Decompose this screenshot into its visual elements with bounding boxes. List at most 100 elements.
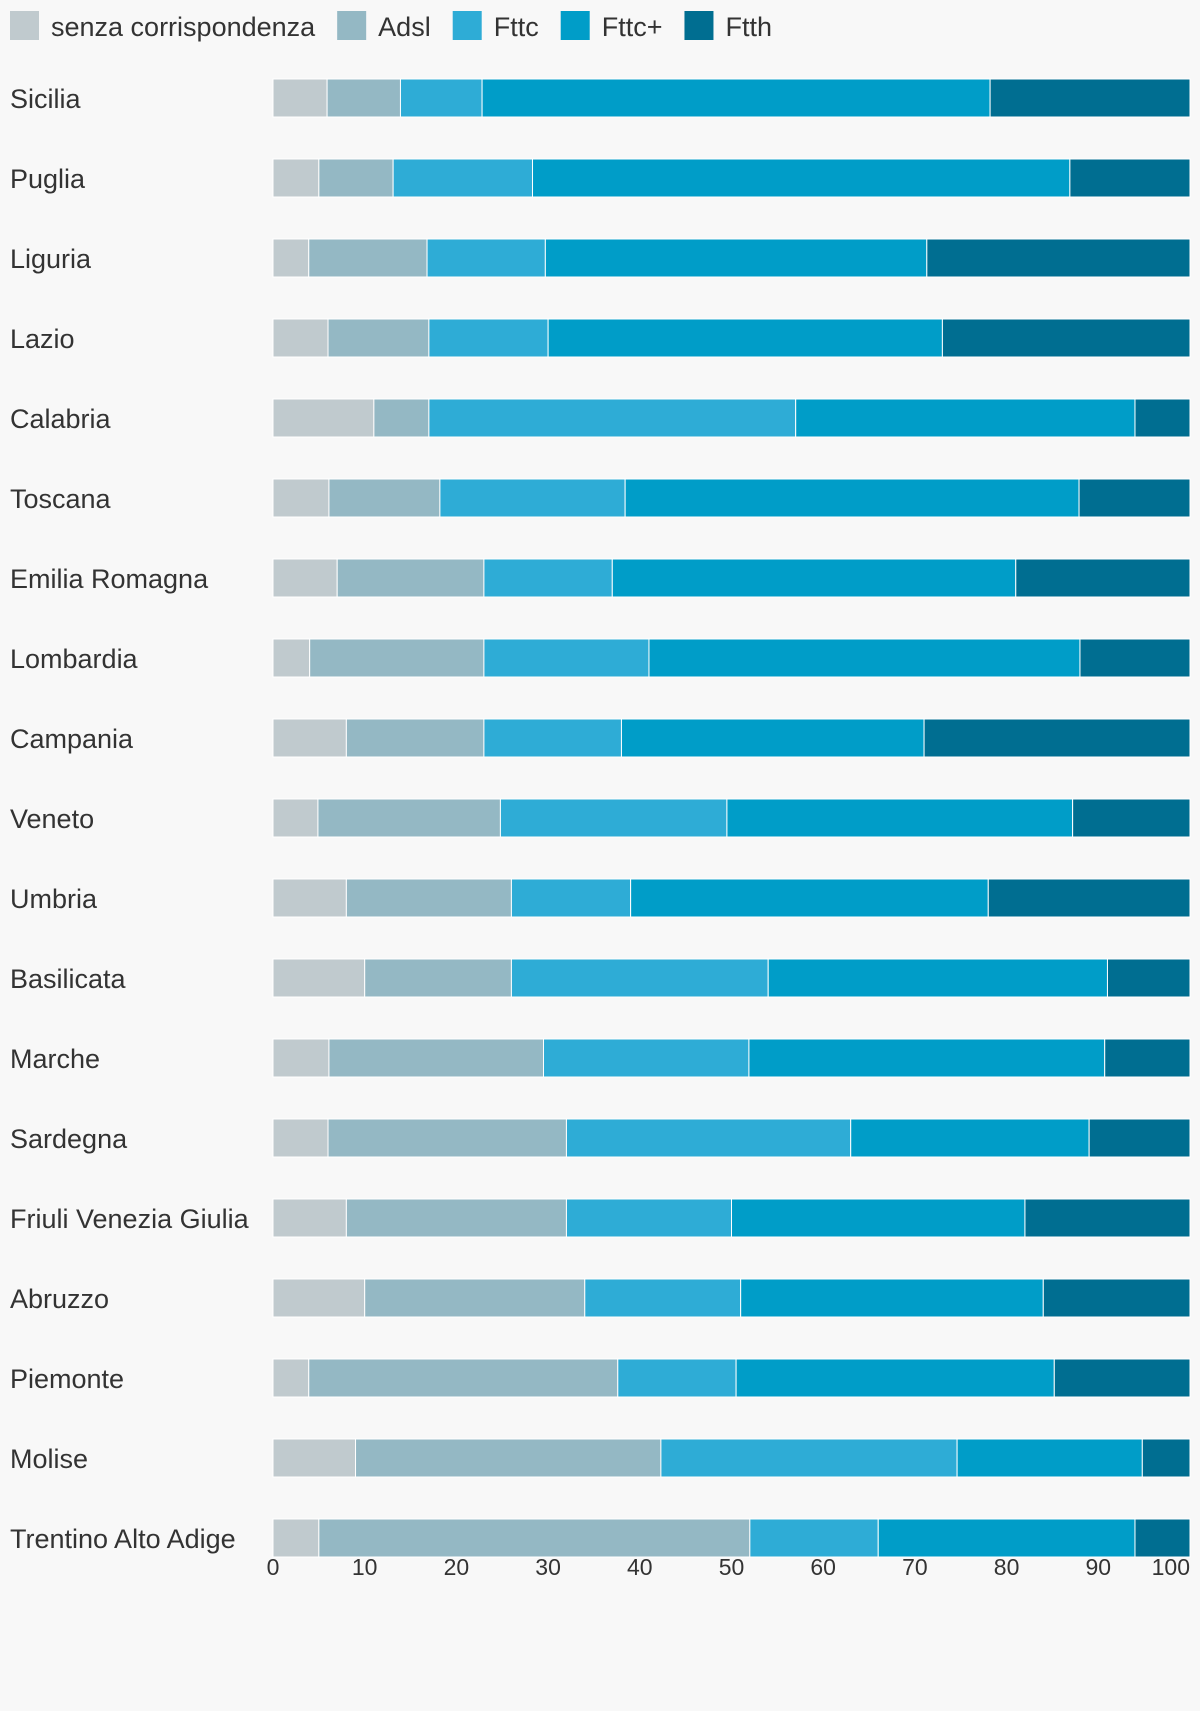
legend: senza corrispondenza Adsl Fttc Fttc+ Ftth bbox=[10, 11, 772, 42]
category-label: Veneto bbox=[10, 804, 94, 834]
bar-segment: Friuli Venezia Giulia – Adsl: 24 bbox=[345, 1198, 567, 1238]
bar-segment: Puglia – Ftth: 13.1 bbox=[1069, 158, 1191, 198]
bar-segment: Abruzzo – Adsl: 24 bbox=[364, 1278, 586, 1318]
bar-segment: Campania – Ftth: 29 bbox=[923, 718, 1191, 758]
category-label: Trentino Alto Adige bbox=[10, 1524, 236, 1554]
x-tick-label: 50 bbox=[719, 1554, 745, 1580]
category-label: Campania bbox=[10, 724, 134, 754]
bar-segment: Campania – senza corrispondenza: 8 bbox=[272, 718, 347, 758]
bar-segment: Umbria – Fttc: 13 bbox=[510, 878, 632, 918]
bar-segment: Puglia – Fttc+: 58.6 bbox=[532, 158, 1071, 198]
bar-segment: Sardegna – Fttc+: 26 bbox=[850, 1118, 1090, 1158]
bar-segment: Campania – Fttc: 15 bbox=[483, 718, 622, 758]
bar-segment: Lombardia – Fttc: 18 bbox=[483, 638, 650, 678]
bar-segment: Marche – senza corrispondenza: 6.1 bbox=[272, 1038, 330, 1078]
bar-segment: Lazio – Ftth: 27 bbox=[941, 318, 1191, 358]
x-tick-label: 60 bbox=[810, 1554, 836, 1580]
legend-label: Adsl bbox=[378, 12, 431, 42]
bar-segment: Friuli Venezia Giulia – Ftth: 18 bbox=[1024, 1198, 1191, 1238]
legend-swatch bbox=[10, 11, 39, 40]
bar-segment: Lazio – Fttc+: 43 bbox=[547, 318, 943, 358]
bar-segment: Calabria – Adsl: 6 bbox=[373, 398, 430, 438]
category-label: Sardegna bbox=[10, 1124, 128, 1154]
bar-segment: Calabria – Fttc+: 37 bbox=[795, 398, 1136, 438]
bar-segment: Molise – Ftth: 5.2 bbox=[1141, 1438, 1191, 1478]
bar-segment: Friuli Venezia Giulia – senza corrispond… bbox=[272, 1198, 347, 1238]
bar-segment: Liguria – Ftth: 28.7 bbox=[926, 238, 1191, 278]
bar-segment: Molise – senza corrispondenza: 9 bbox=[272, 1438, 357, 1478]
bar-segment: Basilicata – Ftth: 9 bbox=[1106, 958, 1191, 998]
bar-segment: Abruzzo – Fttc: 17 bbox=[584, 1278, 742, 1318]
bar-segment: Abruzzo – Ftth: 16 bbox=[1042, 1278, 1191, 1318]
legend-label: Fttc+ bbox=[602, 12, 663, 42]
bar-segment: Calabria – senza corrispondenza: 11 bbox=[272, 398, 375, 438]
x-tick-label: 80 bbox=[994, 1554, 1020, 1580]
bar-segment: Sicilia – Fttc+: 55.4 bbox=[481, 78, 991, 118]
category-label: Abruzzo bbox=[10, 1284, 109, 1314]
bar-segment: Sardegna – Fttc: 31 bbox=[565, 1118, 852, 1158]
bar-segment: Emilia Romagna – Fttc+: 44 bbox=[611, 558, 1017, 598]
bar-segment: Trentino Alto Adige – senza corrisponden… bbox=[272, 1518, 320, 1558]
bar-segment: Toscana – Adsl: 12.1 bbox=[328, 478, 441, 518]
bar-segment: Sicilia – Fttc: 8.9 bbox=[399, 78, 483, 118]
bar-segment: Toscana – Fttc: 20.2 bbox=[439, 478, 626, 518]
bar-segment: Friuli Venezia Giulia – Fttc+: 32 bbox=[731, 1198, 1026, 1238]
bar-segment: Sicilia – Adsl: 8 bbox=[326, 78, 401, 118]
x-tick-label: 0 bbox=[267, 1554, 280, 1580]
x-axis: 0 10 20 30 40 50 60 70 80 90 100 bbox=[267, 1554, 1190, 1580]
bar-segment: Emilia Romagna – Fttc: 14 bbox=[483, 558, 613, 598]
legend-swatch bbox=[560, 11, 590, 40]
bar-segment: Liguria – senza corrispondenza: 3.9 bbox=[272, 238, 310, 278]
bar-segment: Campania – Adsl: 15 bbox=[345, 718, 485, 758]
bar-segment: Trentino Alto Adige – Adsl: 47 bbox=[318, 1518, 751, 1558]
bar-segment: Emilia Romagna – senza corrispondenza: 7 bbox=[272, 558, 338, 598]
bar-segment: Calabria – Ftth: 6 bbox=[1134, 398, 1191, 438]
bar-segment: Molise – Adsl: 33.3 bbox=[355, 1438, 662, 1478]
bar-segment: Marche – Ftth: 9.3 bbox=[1104, 1038, 1191, 1078]
category-label: Calabria bbox=[10, 404, 112, 434]
bar-segment: Lombardia – Adsl: 19 bbox=[309, 638, 485, 678]
category-label: Sicilia bbox=[10, 84, 82, 114]
bar-segment: Lombardia – Ftth: 12 bbox=[1079, 638, 1191, 678]
bar-segment: Piemonte – Ftth: 14.8 bbox=[1053, 1358, 1191, 1398]
bar-segment: Sardegna – Adsl: 26 bbox=[327, 1118, 567, 1158]
bar-segment: Lombardia – senza corrispondenza: 4 bbox=[272, 638, 311, 678]
bar-segment: Lazio – Fttc: 13 bbox=[428, 318, 549, 358]
bar-segment: Friuli Venezia Giulia – Fttc: 18 bbox=[565, 1198, 732, 1238]
bar-segment: Abruzzo – Fttc+: 33 bbox=[740, 1278, 1044, 1318]
bar-segment: Marche – Fttc+: 38.8 bbox=[748, 1038, 1106, 1078]
bar-segment: Sicilia – senza corrispondenza: 5.9 bbox=[272, 78, 328, 118]
category-label: Lazio bbox=[10, 324, 75, 354]
bar-segment: Toscana – senza corrispondenza: 6.1 bbox=[272, 478, 330, 518]
bar-segment: Lombardia – Fttc+: 47 bbox=[648, 638, 1081, 678]
legend-label: Ftth bbox=[725, 12, 772, 42]
category-label: Friuli Venezia Giulia bbox=[10, 1204, 250, 1234]
bar-segment: Toscana – Fttc+: 49.5 bbox=[624, 478, 1080, 518]
category-label: Liguria bbox=[10, 244, 92, 274]
category-label: Marche bbox=[10, 1044, 100, 1074]
bar-segment: Sicilia – Ftth: 21.8 bbox=[989, 78, 1191, 118]
legend-label: senza corrispondenza bbox=[51, 12, 316, 42]
bar-segment: Liguria – Fttc+: 41.6 bbox=[544, 238, 928, 278]
bar-segment: Emilia Romagna – Adsl: 16 bbox=[336, 558, 485, 598]
category-label: Puglia bbox=[10, 164, 86, 194]
bar-segment: Veneto – Adsl: 19.9 bbox=[317, 798, 501, 838]
category-labels: Sicilia Puglia Liguria Lazio Calabria Toscana… bbox=[10, 84, 250, 1554]
bar-segment: Piemonte – Adsl: 33.7 bbox=[308, 1358, 619, 1398]
bar-segment: Liguria – Fttc: 12.9 bbox=[426, 238, 546, 278]
bar-segment: Marche – Adsl: 23.4 bbox=[328, 1038, 545, 1078]
bar-segment: Umbria – Adsl: 18 bbox=[345, 878, 512, 918]
bar-segment: Veneto – senza corrispondenza: 4.9 bbox=[272, 798, 319, 838]
bar-segment: Abruzzo – senza corrispondenza: 10 bbox=[272, 1278, 366, 1318]
bar-segment: Veneto – Fttc: 24.7 bbox=[499, 798, 728, 838]
x-tick-label: 10 bbox=[352, 1554, 378, 1580]
x-tick-label: 20 bbox=[444, 1554, 470, 1580]
category-label: Umbria bbox=[10, 884, 98, 914]
bar-segment: Piemonte – senza corrispondenza: 3.9 bbox=[272, 1358, 310, 1398]
legend-swatch bbox=[684, 11, 714, 40]
bar-segment: Toscana – Ftth: 12.1 bbox=[1078, 478, 1191, 518]
category-label: Toscana bbox=[10, 484, 112, 514]
category-label: Molise bbox=[10, 1444, 88, 1474]
bar-segment: Sardegna – Ftth: 11 bbox=[1088, 1118, 1191, 1158]
